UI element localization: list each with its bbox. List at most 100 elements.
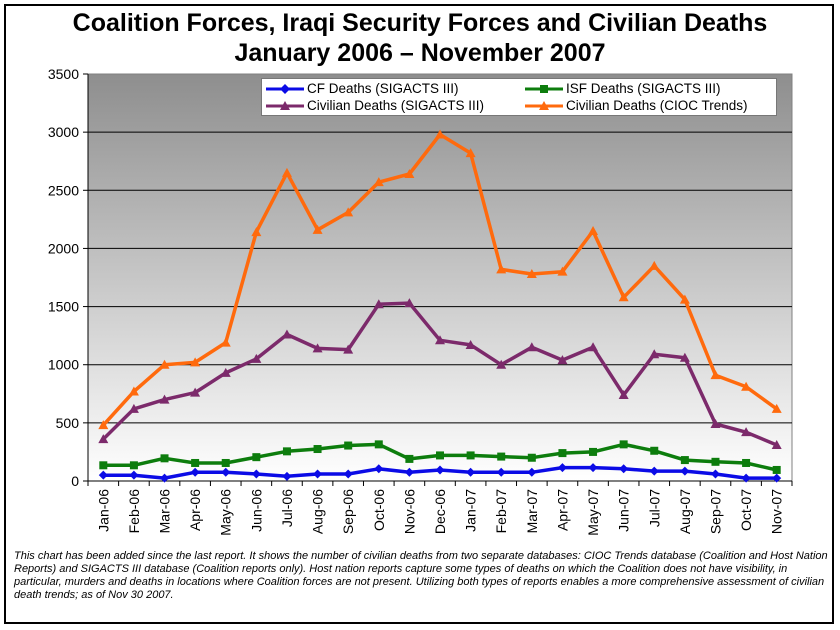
plot-area [87,73,793,482]
x-tick-label: Jun-06 [248,489,264,532]
data-point [527,453,536,462]
data-point [220,337,231,347]
data-point [343,344,354,354]
data-point [435,465,445,475]
x-tick-label: Sep-07 [707,489,723,534]
x-tick-label: Dec-06 [432,489,448,534]
data-point [588,342,599,352]
data-point [313,445,322,454]
data-point [99,461,108,470]
chart-frame [4,4,834,624]
data-point [557,355,568,365]
data-point [618,292,629,302]
x-tick-label: Oct-07 [738,489,754,531]
data-point [373,177,384,187]
data-point [496,467,506,477]
data-point [465,339,476,349]
data-point [588,225,599,235]
legend-label: Civilian Deaths (CIOC Trends) [566,98,748,113]
data-point [312,224,323,234]
data-point [160,473,170,483]
data-point [98,434,109,444]
data-point [374,440,383,449]
data-point [679,352,690,362]
data-point [251,227,262,237]
data-point [435,335,445,345]
y-tick-label: 2000 [48,240,79,256]
data-point [710,469,720,479]
x-tick-label: Nov-06 [401,489,417,534]
data-point [435,129,445,139]
data-point [281,167,292,177]
data-point [679,294,690,304]
data-point [128,386,139,396]
data-point [649,466,659,476]
x-tick-label: Oct-06 [371,489,387,531]
data-point [711,457,720,466]
y-tick-label: 0 [71,473,79,489]
x-tick-label: May-06 [218,489,234,536]
x-tick-label: Nov-07 [769,489,785,534]
chart-legend: CF Deaths (SIGACTS III) ISF Deaths (SIGA… [261,78,777,116]
x-tick-label: Apr-07 [554,489,570,531]
data-point [527,467,537,477]
legend-swatch-square-icon [525,85,563,93]
data-point [373,299,384,309]
data-point [190,357,201,367]
data-point [190,387,201,397]
data-point [619,440,628,449]
data-point [680,466,690,476]
data-point [404,169,415,179]
data-point [772,473,782,483]
legend-swatch-triangle-icon [266,101,304,110]
data-point [159,394,170,404]
data-point [404,298,415,308]
data-point [771,403,782,413]
y-tick-label: 1500 [48,299,79,315]
series-isf-deaths-sigacts-iii [99,440,781,474]
chart-title: Coalition Forces, Iraqi Security Forces … [0,8,840,68]
data-point [741,473,751,483]
data-point [343,207,354,217]
data-point [405,454,414,463]
data-point [281,329,292,339]
x-tick-label: Mar-07 [524,489,540,534]
data-point [128,403,139,413]
data-point [129,461,138,470]
data-point [221,467,231,477]
legend-label: CF Deaths (SIGACTS III) [307,81,459,96]
data-point [741,427,752,437]
data-point [710,419,721,429]
data-point [742,458,751,467]
x-tick-label: Feb-07 [493,489,509,534]
data-point [98,420,109,430]
data-point [649,260,660,270]
data-point [343,469,353,479]
data-point [496,359,507,369]
chart-title-line-1: Coalition Forces, Iraqi Security Forces … [72,9,768,37]
data-point [282,471,292,481]
data-point [160,454,169,463]
legend-label: ISF Deaths (SIGACTS III) [566,81,721,96]
data-point [589,447,598,456]
x-tick-label: Feb-06 [126,489,142,534]
x-tick-label: Mar-06 [157,489,173,534]
data-point [251,353,262,363]
x-tick-label: Jul-06 [279,489,295,527]
data-point [466,451,475,460]
data-point [557,266,568,276]
data-point [496,264,507,274]
data-point [404,467,414,477]
data-point [252,453,261,462]
x-tick-label: Jun-07 [616,489,632,532]
data-point [497,452,506,461]
data-point [526,342,537,352]
y-tick-label: 2500 [48,182,79,198]
data-point [649,349,660,359]
data-point [772,465,781,474]
data-point [771,439,782,449]
x-tick-label: Jul-07 [646,489,662,527]
y-tick-label: 3500 [48,66,79,82]
data-point [251,469,261,479]
